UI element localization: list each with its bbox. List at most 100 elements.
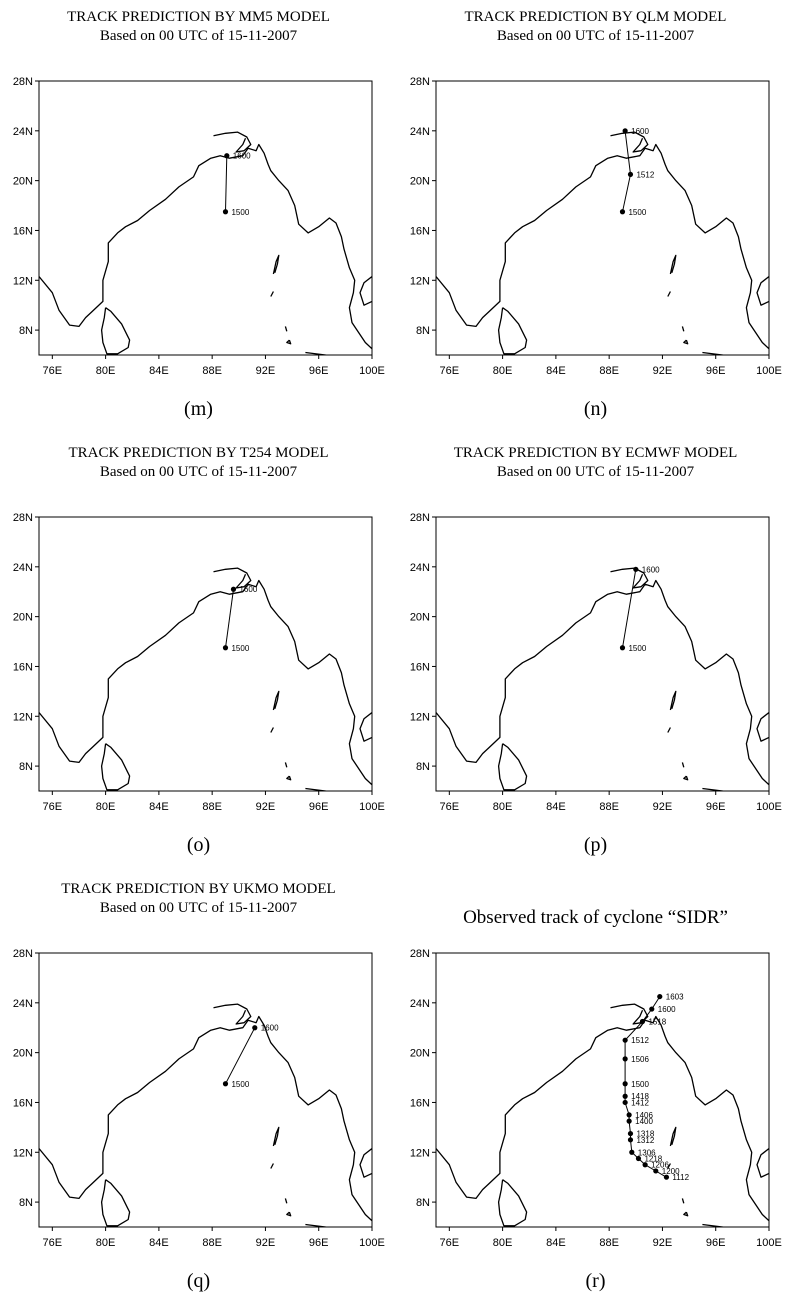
map-plot: 76E 80E 84E 88E 92E 96E 100E 8N 12N 16N 20N 24N 28N 1…	[13, 76, 385, 377]
panel-title: TRACK PREDICTION BY T254 MODEL	[68, 445, 329, 461]
x-tick-label: 100E	[359, 365, 385, 377]
x-tick-label: 100E	[756, 801, 782, 813]
x-tick-label: 80E	[493, 801, 513, 813]
x-tick-label: 80E	[96, 1237, 116, 1249]
panel-caption: (o)	[186, 834, 211, 856]
x-tick-label: 76E	[43, 1237, 63, 1249]
x-tick-label: 80E	[96, 365, 116, 377]
map-panel-o: TRACK PREDICTION BY T254 MODEL Based on 0…	[0, 436, 397, 872]
coastline-1	[610, 1003, 649, 1025]
track-point-1206	[642, 1162, 648, 1168]
x-tick-label: 88E	[599, 365, 619, 377]
x-tick-label: 100E	[756, 365, 782, 377]
track-point-1312	[627, 1137, 634, 1143]
x-tick-label: 88E	[202, 801, 222, 813]
x-tick-label: 84E	[546, 365, 566, 377]
track-point-1600	[622, 128, 628, 134]
coastline-6	[681, 326, 685, 332]
coastline-5	[667, 727, 671, 733]
track-point-1603	[657, 993, 663, 1000]
panel-subtitle: Based on 00 UTC of 15-11-2007	[99, 900, 298, 916]
track-point-1318	[627, 1130, 634, 1137]
y-tick-label: 12N	[13, 711, 33, 723]
track-point-1600	[224, 153, 230, 159]
coastline-8	[702, 1223, 727, 1227]
coastline-1	[213, 131, 252, 153]
y-tick-label: 24N	[13, 562, 33, 574]
panel-caption: (q)	[186, 1270, 211, 1292]
panel-title: Observed track of cyclone “SIDR”	[463, 907, 728, 928]
track-point-1500	[622, 1081, 628, 1087]
map-plot: 76E 80E 84E 88E 92E 96E 100E 8N 12N 16N 20N 24N 28N 1…	[13, 948, 385, 1249]
track-label-1306: 1306	[638, 1148, 656, 1157]
y-tick-label: 28N	[13, 76, 33, 88]
y-tick-label: 16N	[410, 225, 430, 237]
map-frame	[435, 952, 770, 1228]
track-line	[622, 569, 637, 648]
coastline-1	[213, 1003, 252, 1025]
panel-caption: (r)	[585, 1270, 606, 1292]
coastline-4	[272, 254, 280, 275]
map-plot: 76E 80E 84E 88E 92E 96E 100E 8N 12N 16N 20N 24N 28N 1…	[410, 76, 782, 377]
coastline-3	[359, 275, 372, 306]
y-tick-label: 20N	[410, 1048, 430, 1060]
coastline-2	[100, 743, 131, 791]
track-point-1600	[633, 566, 639, 572]
x-tick-label: 76E	[440, 365, 460, 377]
track-label-1600: 1600	[631, 127, 649, 136]
x-tick-label: 84E	[546, 1237, 566, 1249]
track-label-1600: 1600	[239, 585, 257, 594]
track-label-1506: 1506	[631, 1055, 649, 1064]
map-frame	[435, 516, 770, 792]
track-label-1500: 1500	[628, 208, 646, 217]
y-tick-label: 28N	[410, 512, 430, 524]
x-tick-label: 92E	[256, 801, 276, 813]
coastline-2	[497, 743, 528, 791]
track-point-1600	[230, 586, 237, 592]
coastline-5	[270, 727, 274, 733]
coastline-7	[683, 339, 689, 345]
y-tick-label: 12N	[410, 275, 430, 287]
coastline-7	[286, 339, 292, 345]
x-tick-label: 96E	[706, 1237, 726, 1249]
coastline-6	[284, 1198, 288, 1204]
panel-subtitle: Based on 00 UTC of 15-11-2007	[496, 28, 695, 44]
track-point-1306	[629, 1149, 635, 1155]
y-tick-label: 28N	[410, 76, 430, 88]
coastline-0	[39, 579, 372, 786]
x-tick-label: 88E	[202, 1237, 222, 1249]
x-tick-label: 96E	[706, 801, 726, 813]
track-point-1506	[622, 1056, 628, 1062]
y-tick-label: 12N	[13, 275, 33, 287]
track-line	[225, 1027, 256, 1085]
coastline-group	[436, 567, 769, 791]
y-tick-label: 16N	[13, 1097, 33, 1109]
coastline-1	[213, 567, 252, 589]
y-tick-label: 24N	[13, 998, 33, 1010]
coastline-group	[436, 1003, 769, 1227]
panel-caption: (n)	[583, 398, 608, 420]
coastline-3	[756, 711, 769, 742]
track-point-1512	[622, 1037, 628, 1043]
y-tick-label: 8N	[416, 761, 430, 773]
coastline-7	[683, 1211, 689, 1217]
map-frame	[38, 516, 373, 792]
track-label-1600: 1600	[261, 1024, 279, 1033]
x-tick-label: 76E	[440, 801, 460, 813]
x-tick-label: 96E	[309, 801, 329, 813]
coastline-7	[286, 775, 292, 781]
x-tick-label: 96E	[309, 1237, 329, 1249]
x-tick-label: 100E	[756, 1237, 782, 1249]
coastline-3	[756, 275, 769, 306]
track-point-1512	[627, 171, 634, 178]
map-panel-p: TRACK PREDICTION BY ECMWF MODEL Based on …	[397, 436, 794, 872]
coastline-4	[272, 1126, 280, 1147]
track-label-1200: 1200	[662, 1167, 680, 1176]
coastline-3	[359, 1147, 372, 1178]
y-tick-label: 12N	[13, 1147, 33, 1159]
track-label-1400: 1400	[635, 1117, 653, 1126]
coastline-group	[436, 131, 769, 355]
track-label-1500: 1500	[628, 644, 646, 653]
y-tick-label: 16N	[410, 1097, 430, 1109]
coastline-7	[286, 1211, 292, 1217]
